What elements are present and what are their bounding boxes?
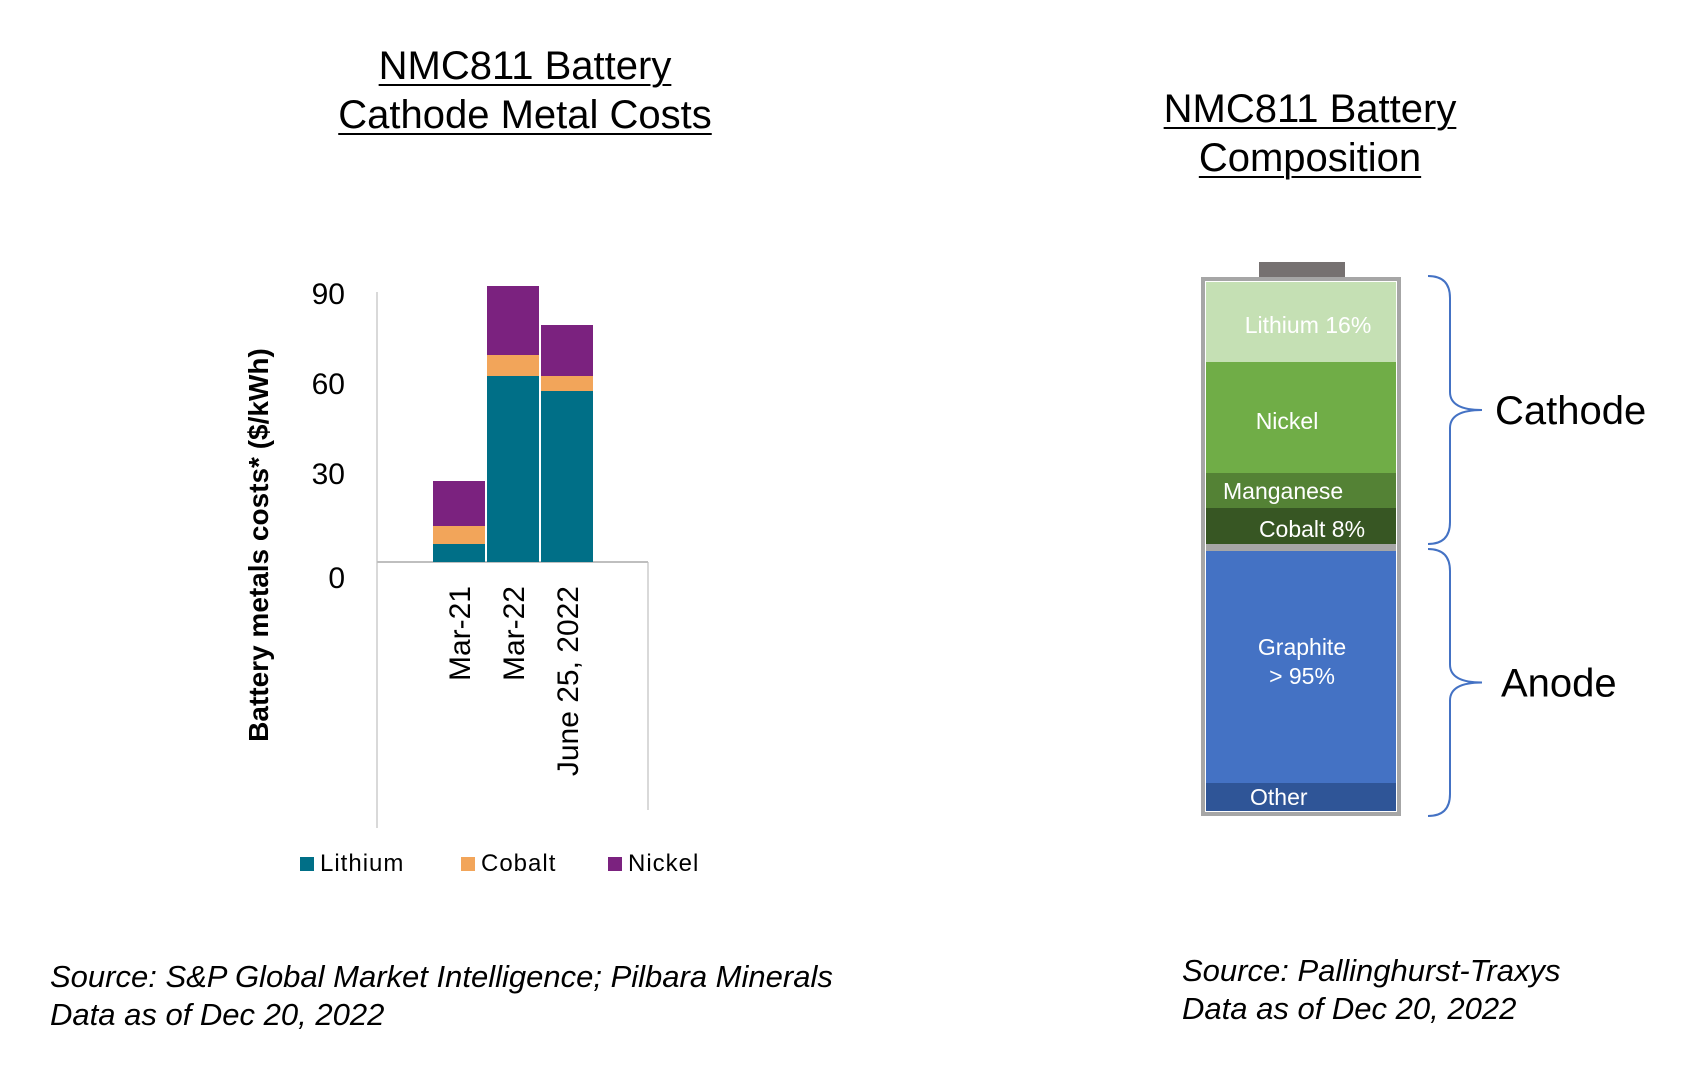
bar-cobalt — [433, 526, 485, 544]
layer-label: Nickel — [1256, 408, 1319, 434]
bar-lithium — [487, 376, 539, 562]
battery-separator — [1206, 544, 1396, 551]
y-tick-label: 90 — [312, 278, 345, 311]
x-tick-label: Mar-21 — [444, 586, 477, 681]
bar-nickel — [433, 481, 485, 526]
layer-graphite — [1206, 551, 1396, 783]
layer-manganese — [1206, 473, 1396, 508]
layer-label: Graphite — [1258, 634, 1346, 660]
legend-label: Nickel — [628, 850, 700, 877]
composition-source-line1: Source: Pallinghurst-Traxys — [1182, 953, 1561, 988]
legend-label: Lithium — [320, 850, 405, 877]
anode-brace — [1427, 548, 1483, 817]
cathode-label: Cathode — [1495, 389, 1646, 433]
composition-title-line2: Composition — [1198, 136, 1422, 180]
y-tick-label: 30 — [312, 458, 345, 491]
legend-swatch — [461, 857, 475, 871]
bar-lithium — [433, 544, 485, 562]
layer-lithium — [1206, 282, 1396, 362]
battery-terminal — [1259, 262, 1345, 280]
bar-lithium — [541, 391, 593, 562]
anode-label: Anode — [1501, 662, 1617, 706]
composition-title: NMC811 Battery Composition — [1100, 85, 1520, 183]
cost-chart-source: Source: S&P Global Market Intelligence; … — [50, 958, 833, 1034]
bar-cobalt — [487, 355, 539, 376]
x-tick-label: June 25, 2022 — [552, 586, 585, 776]
layer-other — [1206, 783, 1396, 811]
layer-label: Cobalt 8% — [1259, 516, 1365, 542]
cost-chart-title-line2: Cathode Metal Costs — [338, 93, 712, 137]
layer-label: Manganese — [1223, 478, 1343, 504]
bar-cobalt — [541, 376, 593, 391]
legend-swatch — [608, 857, 622, 871]
cost-chart-source-line2: Data as of Dec 20, 2022 — [50, 997, 385, 1032]
composition-source-line2: Data as of Dec 20, 2022 — [1182, 991, 1517, 1026]
x-tick-label: Mar-22 — [498, 586, 531, 681]
bar-nickel — [487, 286, 539, 355]
cost-chart-source-line1: Source: S&P Global Market Intelligence; … — [50, 959, 833, 994]
y-tick-label: 60 — [312, 368, 345, 401]
layer-nickel — [1206, 362, 1396, 473]
legend-item-cobalt: Cobalt — [461, 850, 556, 878]
bar-nickel — [541, 325, 593, 376]
legend-item-lithium: Lithium — [300, 850, 404, 878]
legend-label: Cobalt — [481, 850, 557, 877]
legend-item-nickel: Nickel — [608, 850, 699, 878]
composition-title-line1: NMC811 Battery — [1163, 87, 1457, 131]
cathode-brace — [1427, 275, 1483, 545]
y-tick-label: 0 — [328, 562, 345, 595]
y-axis-title: Battery metals costs* ($/kWh) — [243, 348, 274, 742]
layer-label-secondary: > 95% — [1269, 663, 1335, 689]
layer-cobalt — [1206, 508, 1396, 544]
legend-swatch — [300, 857, 314, 871]
layer-label: Lithium 16% — [1245, 312, 1372, 338]
cost-chart-title-line1: NMC811 Battery — [378, 44, 672, 88]
cost-chart-title: NMC811 Battery Cathode Metal Costs — [255, 42, 795, 140]
composition-source: Source: Pallinghurst-Traxys Data as of D… — [1182, 952, 1560, 1028]
layer-label: Other — [1250, 784, 1308, 810]
